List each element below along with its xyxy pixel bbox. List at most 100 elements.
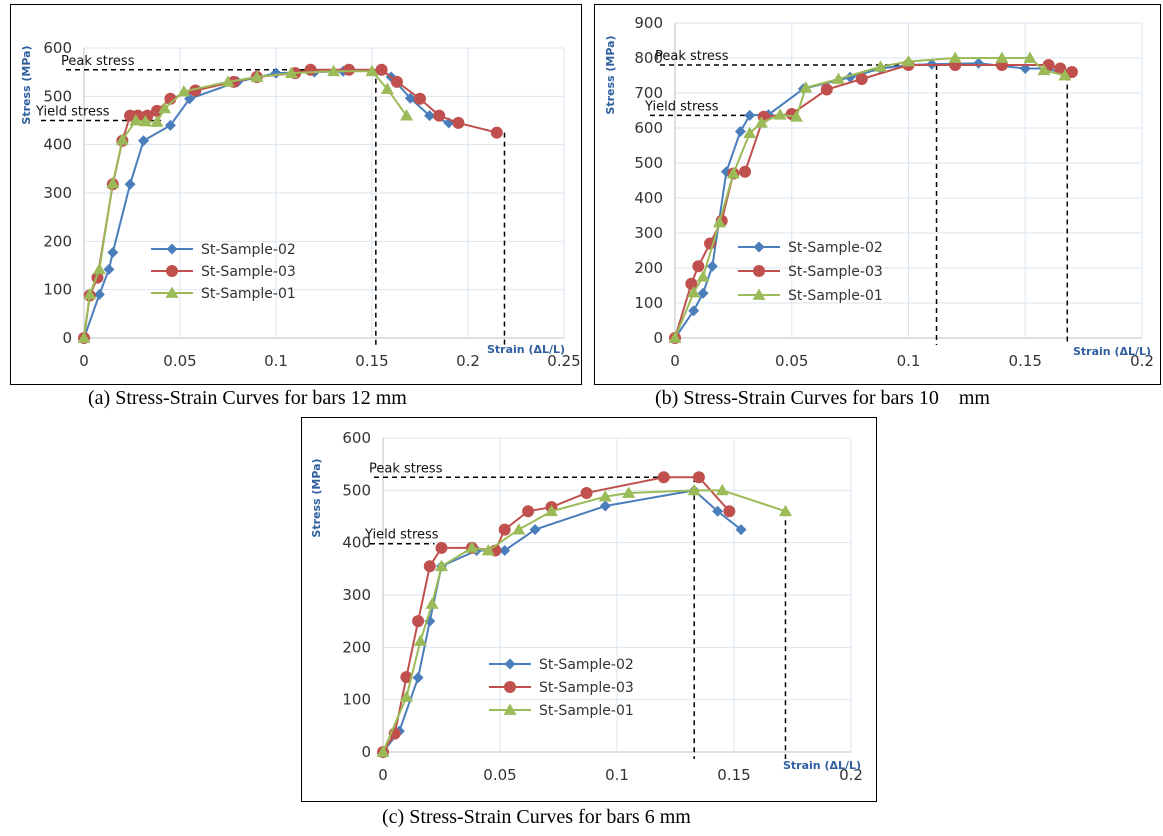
- legend-a: St-Sample-02 St-Sample-03 St-Sample-01: [151, 242, 296, 302]
- data-point: [855, 73, 868, 85]
- data-point: [692, 471, 705, 484]
- data-point: [129, 114, 143, 126]
- data-point: [512, 523, 526, 535]
- x-tick-label: 0.25: [547, 352, 580, 370]
- data-point: [773, 108, 787, 120]
- yield-stress-label: Yield stress: [364, 528, 439, 543]
- data-point: [522, 505, 535, 518]
- x-tick-label: 0: [79, 352, 89, 370]
- data-point: [799, 81, 813, 93]
- data-point: [743, 126, 757, 139]
- data-point: [365, 64, 379, 77]
- data-point: [106, 176, 120, 189]
- x-axis-title: Strain (ΔL/L): [783, 759, 861, 772]
- data-point: [342, 63, 355, 76]
- data-point: [902, 55, 915, 67]
- data-point: [499, 545, 511, 557]
- caption-b: (b) Stress-Strain Curves for bars 10 mm: [655, 387, 990, 409]
- data-point: [490, 126, 503, 139]
- y-tick-label: 300: [43, 184, 72, 202]
- y-tick-label: 500: [634, 154, 663, 172]
- x-tick-label: 0.05: [775, 352, 808, 370]
- data-point: [380, 82, 394, 94]
- y-tick-label: 200: [43, 232, 72, 250]
- series-line: [674, 57, 1066, 339]
- y-tick-label: 0: [653, 329, 663, 347]
- data-point: [270, 67, 282, 79]
- chart-b-svg: 0 100 200 300 400 500 600 700 800 900 0 0.05 0.1 0.15…: [604, 14, 1154, 370]
- data-point: [93, 289, 105, 300]
- annotations-c: Peak stress Yield stress: [364, 461, 787, 759]
- data-point: [138, 114, 152, 127]
- data-point: [433, 109, 446, 122]
- y-tick-label: 600: [342, 429, 371, 447]
- y-tick-label: 500: [43, 87, 72, 105]
- data-point: [83, 288, 97, 300]
- y-tick-label: 500: [342, 481, 371, 499]
- data-point: [706, 260, 718, 272]
- data-point: [177, 85, 191, 97]
- legend-swatch-marker: [753, 241, 765, 253]
- data-point: [413, 634, 427, 646]
- data-point: [599, 500, 611, 512]
- data-point: [284, 66, 298, 79]
- data-point: [1065, 66, 1078, 78]
- legend-entry: St-Sample-01: [788, 288, 883, 304]
- y-tick-label: 100: [634, 294, 663, 312]
- data-point: [697, 287, 709, 299]
- data-point: [1023, 51, 1037, 63]
- annotations-a: Peak stress Yield stress: [35, 54, 506, 345]
- x-tick-label: 0.1: [897, 352, 921, 370]
- data-point: [304, 63, 317, 76]
- data-point: [873, 60, 887, 72]
- series-st-sample-01: [77, 64, 414, 343]
- chart-panel-b: 0 100 200 300 400 500 600 700 800 900 0 0.05 0.1 0.15…: [594, 4, 1161, 385]
- data-point: [250, 70, 264, 82]
- data-point: [376, 745, 390, 757]
- data-point: [789, 110, 803, 122]
- legend-entry: St-Sample-01: [201, 286, 296, 302]
- data-point: [375, 63, 388, 76]
- legend-b: St-Sample-02 St-Sample-03 St-Sample-01: [738, 240, 883, 304]
- data-point: [164, 119, 176, 131]
- data-point: [1058, 69, 1072, 81]
- y-tick-label: 0: [361, 743, 371, 761]
- data-point: [425, 597, 439, 609]
- data-point: [696, 270, 710, 282]
- data-point: [622, 486, 636, 498]
- data-point: [435, 541, 448, 554]
- data-point: [726, 167, 740, 179]
- data-point: [687, 483, 701, 496]
- y-tick-label: 700: [634, 84, 663, 102]
- legend-entry: St-Sample-02: [201, 242, 296, 258]
- data-point: [544, 504, 558, 517]
- legend-swatch-marker: [753, 265, 765, 277]
- x-tick-label: 0.15: [717, 766, 750, 784]
- y-tick-label: 900: [634, 14, 663, 32]
- data-point: [1054, 62, 1067, 75]
- data-point: [948, 51, 962, 63]
- yield-stress-label: Yield stress: [35, 105, 110, 120]
- data-point: [150, 104, 163, 117]
- y-tick-label: 300: [634, 224, 663, 242]
- x-tick-label: 0: [378, 766, 388, 784]
- data-point: [390, 75, 403, 88]
- data-point: [1037, 63, 1051, 76]
- chart-panel-c: 0 100 200 300 400 500 600 0 0.05 0.1 0.15 0.2 Stress…: [301, 417, 877, 802]
- legend-swatch-marker: [166, 265, 178, 277]
- x-tick-label: 0.15: [355, 352, 388, 370]
- caption-c: (c) Stress-Strain Curves for bars 6 mm: [382, 806, 691, 828]
- legend-swatch-marker: [504, 681, 516, 693]
- legend-entry: St-Sample-01: [539, 703, 634, 719]
- legend-entry: St-Sample-02: [539, 657, 634, 673]
- x-tick-label: 0.05: [163, 352, 196, 370]
- data-point: [423, 560, 436, 573]
- data-point: [734, 126, 746, 137]
- data-point: [687, 286, 701, 298]
- series-line: [382, 489, 786, 753]
- data-point: [778, 504, 792, 517]
- data-point: [400, 671, 413, 684]
- series-st-sample-01: [376, 483, 792, 757]
- data-point: [158, 101, 172, 114]
- data-point: [107, 246, 119, 258]
